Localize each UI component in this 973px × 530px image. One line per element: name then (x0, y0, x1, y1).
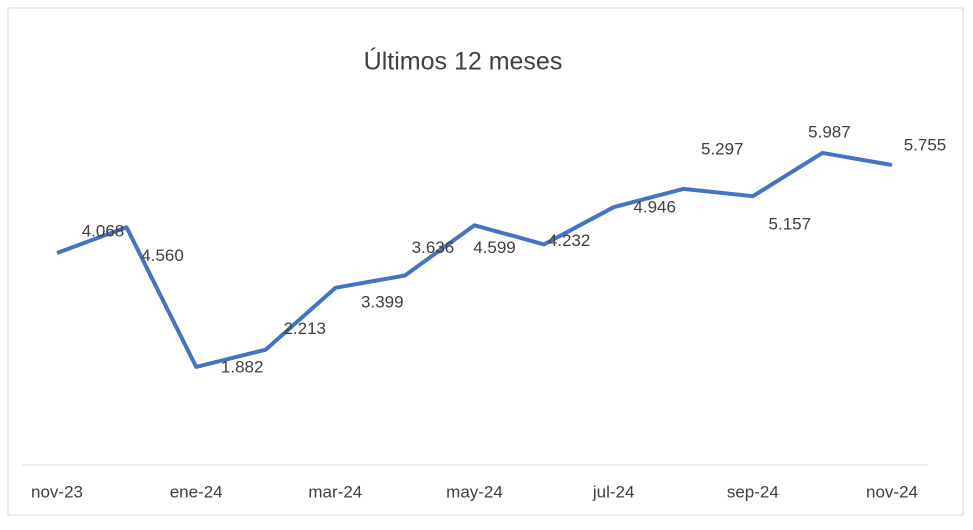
x-tick-label: may-24 (446, 482, 503, 501)
x-tick-label: nov-23 (31, 482, 83, 501)
data-label: 4.599 (473, 238, 516, 257)
data-label: 2.213 (283, 319, 326, 338)
data-label: 5.157 (769, 215, 812, 234)
chart-frame (7, 7, 964, 516)
data-label: 4.946 (633, 198, 676, 217)
chart-title: Últimos 12 meses (364, 47, 563, 76)
x-tick-label: nov-24 (866, 482, 918, 501)
x-tick-label: jul-24 (592, 482, 635, 501)
data-label: 1.882 (221, 357, 264, 376)
data-label: 4.068 (82, 221, 125, 240)
x-tick-label: sep-24 (727, 482, 779, 501)
x-tick-label: ene-24 (170, 482, 223, 501)
line (56, 150, 893, 369)
data-label: 4.232 (548, 231, 591, 250)
data-label: 4.560 (141, 246, 184, 265)
data-label: 5.755 (904, 136, 947, 155)
data-label: 3.636 (412, 238, 455, 257)
x-tick-label: mar-24 (308, 482, 362, 501)
data-label: 5.987 (808, 122, 851, 141)
data-label: 5.297 (701, 139, 744, 158)
data-label: 3.399 (361, 292, 404, 311)
